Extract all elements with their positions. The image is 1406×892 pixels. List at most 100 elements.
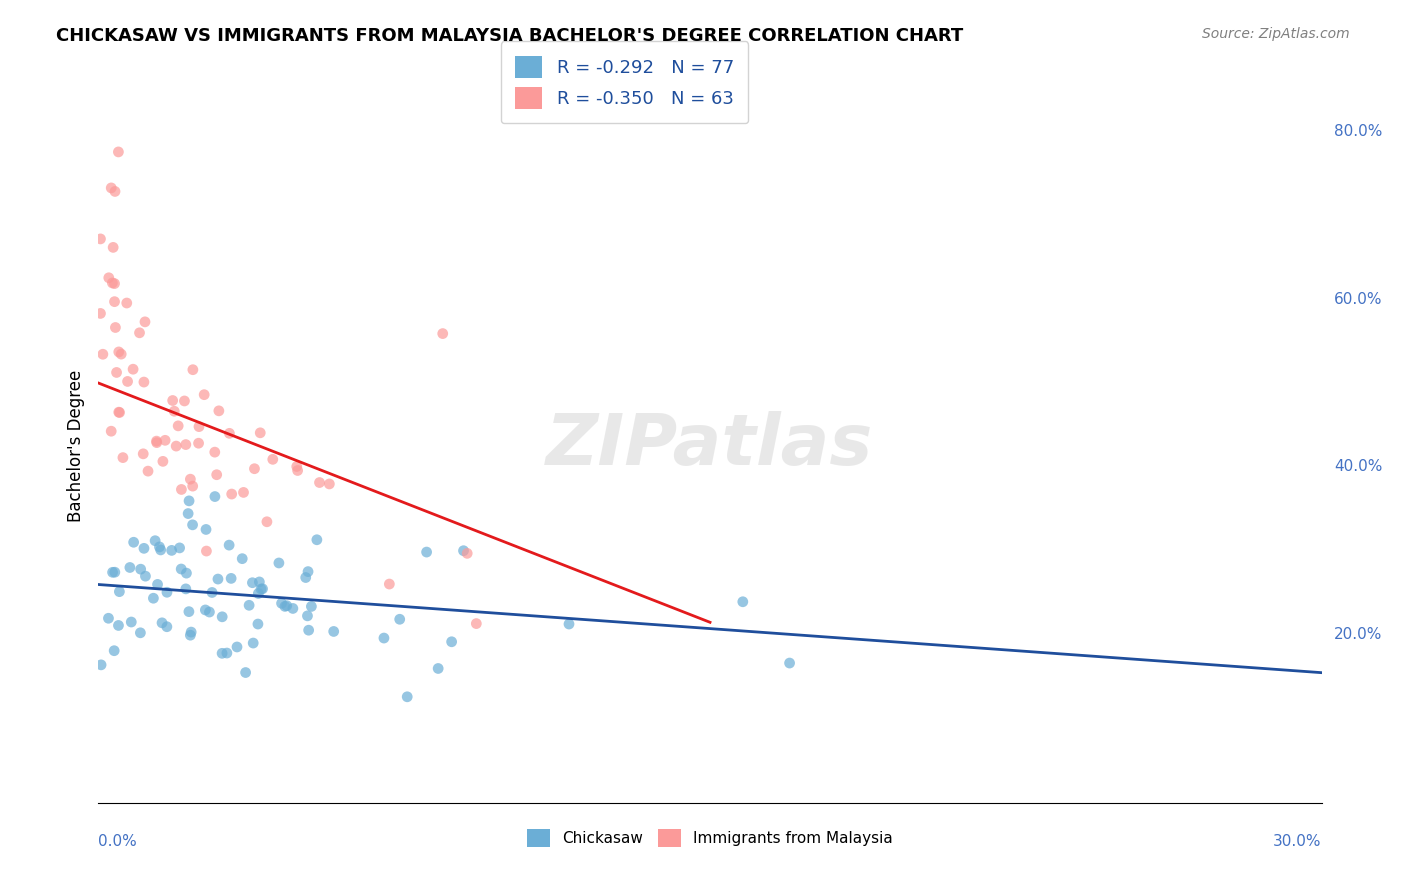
- Point: [117, 375, 139, 389]
- Point: [731, 595, 754, 609]
- Point: [134, 315, 156, 329]
- Point: [432, 326, 454, 341]
- Point: [297, 608, 319, 623]
- Point: [188, 419, 211, 434]
- Point: [177, 494, 200, 508]
- Point: [156, 585, 179, 599]
- Text: Source: ZipAtlas.com: Source: ZipAtlas.com: [1202, 27, 1350, 41]
- Point: [195, 544, 218, 558]
- Point: [150, 615, 173, 630]
- Point: [252, 582, 274, 596]
- Point: [456, 546, 478, 560]
- Point: [104, 565, 127, 579]
- Point: [281, 601, 304, 615]
- Point: [465, 616, 488, 631]
- Point: [132, 375, 155, 389]
- Point: [440, 634, 463, 648]
- Point: [298, 623, 321, 637]
- Point: [101, 240, 124, 254]
- Point: [177, 507, 200, 521]
- Point: [142, 591, 165, 606]
- Point: [226, 640, 249, 654]
- Point: [153, 434, 176, 448]
- Point: [111, 450, 134, 465]
- Text: 40.0%: 40.0%: [1334, 459, 1382, 475]
- Point: [160, 543, 183, 558]
- Point: [231, 551, 253, 566]
- Point: [143, 533, 166, 548]
- Point: [558, 617, 581, 632]
- Point: [208, 404, 231, 418]
- Point: [169, 541, 191, 555]
- Point: [101, 276, 124, 290]
- Point: [427, 661, 450, 675]
- Point: [101, 566, 124, 580]
- Point: [198, 605, 221, 619]
- Point: [211, 609, 233, 624]
- Point: [299, 599, 322, 614]
- Point: [173, 394, 195, 409]
- Point: [305, 533, 328, 547]
- Point: [181, 517, 204, 532]
- Point: [145, 435, 167, 450]
- Point: [180, 625, 202, 640]
- Point: [207, 572, 229, 586]
- Point: [132, 447, 155, 461]
- Point: [148, 540, 170, 554]
- Point: [103, 277, 125, 291]
- Point: [219, 571, 242, 585]
- Text: 0.0%: 0.0%: [98, 834, 138, 848]
- Text: 80.0%: 80.0%: [1334, 124, 1382, 138]
- Point: [396, 690, 419, 704]
- Point: [104, 320, 127, 334]
- Point: [211, 646, 233, 660]
- Point: [122, 535, 145, 549]
- Point: [388, 612, 411, 626]
- Point: [181, 362, 204, 376]
- Point: [256, 515, 278, 529]
- Point: [97, 270, 120, 285]
- Point: [276, 599, 298, 613]
- Point: [129, 562, 152, 576]
- Point: [146, 577, 169, 591]
- Point: [232, 485, 254, 500]
- Point: [108, 584, 131, 599]
- Point: [107, 345, 129, 359]
- Point: [134, 569, 156, 583]
- Point: [108, 405, 131, 419]
- Point: [115, 296, 138, 310]
- Point: [100, 181, 122, 195]
- Point: [129, 625, 152, 640]
- Point: [149, 543, 172, 558]
- Point: [242, 636, 264, 650]
- Text: 20.0%: 20.0%: [1334, 627, 1382, 642]
- Point: [103, 294, 125, 309]
- Point: [250, 582, 273, 596]
- Point: [89, 232, 111, 246]
- Point: [308, 475, 330, 490]
- Point: [105, 366, 128, 380]
- Point: [218, 538, 240, 552]
- Point: [163, 404, 186, 418]
- Point: [132, 541, 155, 556]
- Point: [287, 463, 309, 477]
- Point: [243, 461, 266, 475]
- Point: [152, 454, 174, 468]
- Point: [179, 472, 201, 486]
- Point: [91, 347, 114, 361]
- Point: [378, 577, 401, 591]
- Point: [167, 418, 190, 433]
- Point: [238, 599, 260, 613]
- Point: [120, 615, 142, 629]
- Point: [221, 487, 243, 501]
- Point: [294, 570, 316, 584]
- Point: [90, 657, 112, 672]
- Point: [162, 393, 184, 408]
- Point: [215, 646, 238, 660]
- Point: [103, 643, 125, 657]
- Point: [262, 452, 284, 467]
- Point: [156, 620, 179, 634]
- Point: [170, 562, 193, 576]
- Point: [136, 464, 159, 478]
- Point: [247, 586, 270, 600]
